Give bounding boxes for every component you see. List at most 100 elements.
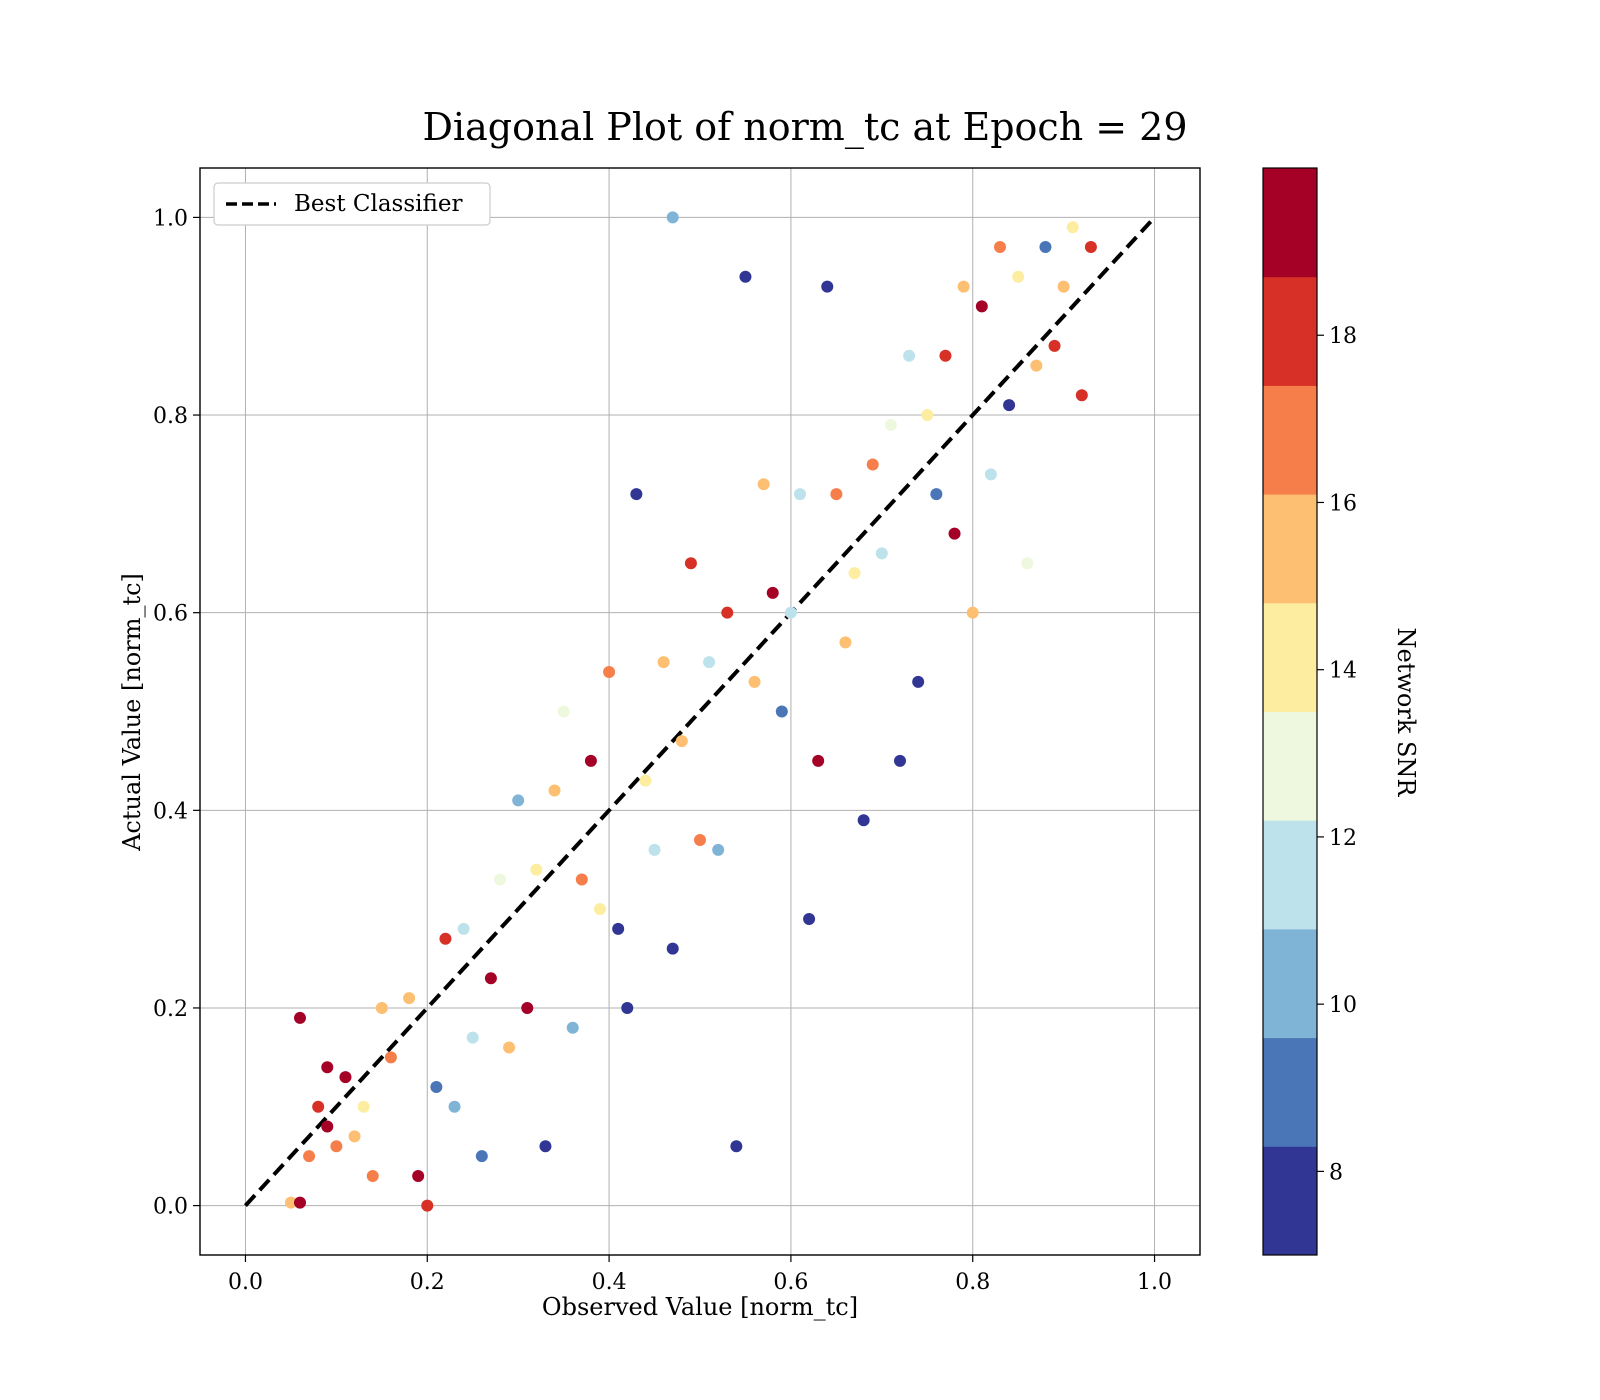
data-point: [757, 478, 770, 491]
data-point: [666, 211, 679, 224]
data-point: [348, 1130, 361, 1143]
data-point: [957, 280, 970, 293]
data-point: [466, 1031, 479, 1044]
colorbar-band: [1263, 711, 1317, 821]
data-point: [457, 922, 470, 935]
data-point: [566, 1021, 579, 1034]
data-point: [630, 488, 643, 501]
data-point: [1003, 399, 1016, 412]
data-point: [1048, 339, 1061, 352]
y-tick-label: 1.0: [153, 206, 188, 231]
data-point: [1012, 270, 1025, 283]
x-axis-title: Observed Value [norm_tc]: [542, 1293, 858, 1321]
colorbar-bands: [1263, 168, 1317, 1256]
x-tick-label: 1.0: [1137, 1270, 1172, 1295]
colorbar-frame: [1262, 167, 1318, 1256]
data-point: [1084, 241, 1097, 254]
data-point: [657, 656, 670, 669]
x-tick-label: 0.2: [410, 1270, 445, 1295]
best-classifier-line: [243, 216, 1157, 1207]
data-point: [939, 349, 952, 362]
data-point: [857, 814, 870, 827]
data-point: [1030, 359, 1043, 372]
data-point: [821, 280, 834, 293]
colorbar-band: [1263, 1037, 1317, 1147]
y-tick-label: 0.6: [153, 602, 188, 627]
colorbar-tick-label: 8: [1329, 1160, 1343, 1185]
y-tick-label: 0.8: [153, 404, 188, 429]
data-point: [703, 656, 716, 669]
y-tick-label: 0.4: [153, 799, 188, 824]
data-point: [830, 488, 843, 501]
data-point: [548, 784, 561, 797]
x-tick-label: 0.6: [773, 1270, 808, 1295]
data-point: [321, 1120, 334, 1133]
colorbar-band: [1263, 494, 1317, 604]
data-point: [375, 1001, 388, 1014]
data-point: [784, 606, 797, 619]
data-point: [912, 675, 925, 688]
data-point: [612, 922, 625, 935]
data-point: [839, 636, 852, 649]
data-point: [412, 1169, 425, 1182]
data-point: [439, 932, 452, 945]
data-point: [903, 349, 916, 362]
colorbar-tick-label: 10: [1329, 993, 1357, 1018]
data-point: [284, 1196, 297, 1209]
data-point: [948, 527, 961, 540]
data-point: [512, 794, 525, 807]
data-point: [475, 1150, 488, 1163]
data-point: [694, 833, 706, 846]
colorbar-band: [1263, 928, 1317, 1039]
colorbar-band: [1263, 168, 1317, 278]
data-point: [894, 754, 906, 767]
data-point: [748, 675, 761, 688]
data-point: [366, 1169, 379, 1182]
data-point: [794, 488, 806, 501]
data-point: [739, 270, 752, 283]
colorbar-band: [1263, 276, 1317, 386]
colorbar-band: [1263, 602, 1317, 712]
data-point: [484, 972, 497, 985]
x-tick-label: 0.8: [955, 1270, 990, 1295]
colorbar-label: Network SNR: [1392, 628, 1420, 798]
data-point: [603, 665, 616, 678]
data-point: [294, 1011, 306, 1024]
data-point: [448, 1100, 461, 1113]
y-tick-label: 0.2: [153, 997, 188, 1022]
data-point: [312, 1100, 325, 1113]
data-point: [384, 1051, 397, 1064]
colorbar-tick-label: 14: [1329, 659, 1357, 684]
data-point: [557, 705, 570, 718]
data-point: [721, 606, 734, 619]
data-point: [421, 1199, 434, 1212]
y-tick-label: 0.0: [153, 1195, 188, 1220]
colorbar: 8 10 12 14 16 18 Network SNR: [1262, 167, 1420, 1256]
data-point: [494, 873, 506, 886]
legend: Best Classifier: [213, 182, 491, 226]
data-point: [530, 863, 543, 876]
data-point: [430, 1081, 443, 1094]
data-point: [930, 488, 943, 501]
data-point: [584, 754, 597, 767]
data-point: [666, 942, 679, 955]
data-point: [766, 586, 779, 599]
data-point: [1075, 389, 1088, 402]
data-point: [303, 1150, 316, 1163]
data-point: [521, 1001, 534, 1014]
data-point: [884, 418, 897, 431]
data-point: [321, 1061, 334, 1074]
data-point: [712, 843, 725, 856]
data-point: [984, 468, 997, 481]
data-point: [1021, 557, 1034, 570]
best-classifier-dashed-line: [243, 216, 1157, 1207]
plot-frame: [199, 167, 1201, 1256]
data-point: [803, 913, 816, 926]
colorbar-tick-label: 18: [1329, 324, 1357, 349]
data-point: [294, 1196, 306, 1209]
data-point: [594, 903, 606, 916]
y-axis-title: Actual Value [norm_tc]: [118, 573, 146, 852]
data-point: [403, 992, 416, 1005]
data-point: [730, 1140, 743, 1153]
